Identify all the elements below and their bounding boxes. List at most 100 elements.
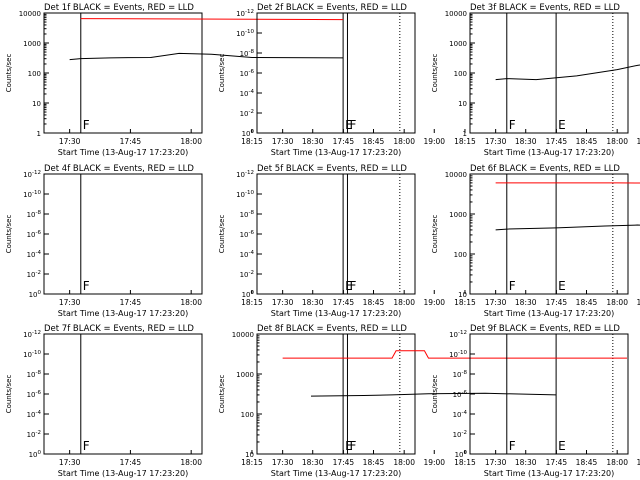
x-tick-label: 18:30 — [302, 458, 324, 467]
marker-label-F: F — [509, 279, 516, 293]
y-tick-label: 10-12 — [23, 330, 41, 339]
x-axis-label: Start Time (13-Aug-17 17:23:20) — [484, 148, 615, 157]
marker-label-E: E — [345, 118, 353, 132]
y-tick-label: 10-10 — [23, 350, 41, 359]
marker-label-F: F — [349, 439, 356, 453]
x-tick-label: 19:00 — [636, 458, 640, 467]
series-events-line — [310, 392, 557, 397]
marker-label-E: E — [558, 118, 566, 132]
x-tick-label: 18:00 — [393, 458, 415, 467]
y-axis-label: Counts/sec — [218, 215, 226, 254]
y-axis-label: Counts/sec — [5, 54, 13, 93]
marker-label-F: F — [509, 118, 516, 132]
y-tick-label: 1000 — [236, 371, 254, 379]
y-tick-label: 1000 — [449, 40, 467, 48]
marker-label-F: F — [349, 118, 356, 132]
series-events-line — [495, 64, 640, 81]
x-tick-label: 18:15 — [241, 137, 263, 146]
panel-title: Det 3f BLACK = Events, RED = LLD — [470, 3, 620, 13]
plot-frame — [469, 173, 629, 295]
x-tick-label: 18:00 — [606, 137, 628, 146]
x-tick-label: 18:00 — [606, 298, 628, 307]
x-tick-label: 19:00 — [423, 137, 445, 146]
x-tick-label: 17:45 — [120, 298, 142, 307]
x-tick-label: 17:45 — [333, 137, 355, 146]
y-tick-label: 10-12 — [449, 330, 467, 339]
y-tick-label: 10-6 — [240, 230, 255, 239]
x-tick-label: 18:45 — [576, 137, 598, 146]
x-tick-label: 18:15 — [241, 298, 263, 307]
x-tick-label: 18:30 — [515, 137, 537, 146]
panel-title: Det 6f BLACK = Events, RED = LLD — [470, 164, 620, 174]
y-tick-label: 10-4 — [240, 250, 255, 259]
y-axis-label: Counts/sec — [431, 54, 439, 93]
x-tick-label: 17:30 — [272, 458, 294, 467]
x-tick-label: 17:30 — [59, 458, 81, 467]
x-tick-label: 17:45 — [546, 298, 568, 307]
y-tick-label: 10-2 — [27, 270, 41, 279]
plot-frame — [256, 173, 416, 295]
panel-title: Det 8f BLACK = Events, RED = LLD — [257, 324, 407, 334]
panel-title: Det 7f BLACK = Events, RED = LLD — [44, 324, 194, 334]
y-axis-label: Counts/sec — [431, 215, 439, 254]
y-tick-label: 10 — [458, 291, 467, 299]
x-tick-label: 17:45 — [120, 458, 142, 467]
panel-det-3: Det 3f BLACK = Events, RED = LLD Counts/s… — [431, 3, 640, 157]
plot-frame — [469, 12, 629, 134]
x-tick-label: 19:00 — [636, 137, 640, 146]
y-tick-label: 10-10 — [236, 190, 254, 199]
panel-title: Det 4f BLACK = Events, RED = LLD — [44, 164, 194, 174]
y-tick-label: 10 — [458, 100, 467, 108]
x-tick-label: 17:45 — [120, 137, 142, 146]
y-tick-label: 10-2 — [453, 430, 467, 439]
panel-det-4: Det 4f BLACK = Events, RED = LLD Counts/s… — [5, 164, 445, 318]
plot-frame — [43, 12, 203, 134]
x-tick-label: 17:45 — [546, 458, 568, 467]
x-tick-label: 18:30 — [302, 137, 324, 146]
panel-det-6: Det 6f BLACK = Events, RED = LLD Counts/s… — [431, 164, 640, 318]
x-tick-label: 18:45 — [363, 298, 385, 307]
x-tick-label: 18:00 — [606, 458, 628, 467]
plot-frame — [43, 173, 203, 295]
panel-title: Det 1f BLACK = Events, RED = LLD — [44, 3, 194, 13]
panel-det-7: Det 7f BLACK = Events, RED = LLD Counts/s… — [5, 324, 445, 478]
y-tick-label: 10-2 — [27, 430, 41, 439]
y-tick-label: 10-12 — [23, 170, 41, 179]
y-tick-label: 1 — [37, 130, 41, 138]
x-tick-label: 18:30 — [515, 298, 537, 307]
series-events-line — [495, 224, 640, 231]
y-tick-label: 100 — [455, 450, 468, 459]
x-axis-label: Start Time (13-Aug-17 17:23:20) — [58, 309, 189, 318]
y-axis-label: Counts/sec — [218, 375, 226, 414]
x-tick-label: 18:15 — [454, 458, 476, 467]
x-tick-label: 17:30 — [272, 137, 294, 146]
x-tick-label: 18:00 — [180, 298, 202, 307]
y-tick-label: 10-6 — [27, 390, 42, 399]
y-tick-label: 10000 — [232, 331, 254, 339]
panel-title: Det 2f BLACK = Events, RED = LLD — [257, 3, 407, 13]
y-tick-label: 1000 — [449, 211, 467, 219]
x-tick-label: 17:30 — [272, 298, 294, 307]
y-tick-label: 10 — [245, 451, 254, 459]
y-tick-label: 100 — [242, 290, 255, 299]
x-tick-label: 18:15 — [454, 298, 476, 307]
y-tick-label: 100 — [454, 251, 467, 259]
marker-label-F: F — [349, 279, 356, 293]
y-tick-label: 10-2 — [240, 270, 254, 279]
y-tick-label: 10-10 — [449, 350, 467, 359]
y-tick-label: 10000 — [445, 171, 467, 179]
panel-det-9: Det 9f BLACK = Events, RED = LLD Counts/s… — [431, 324, 629, 478]
y-axis-label: Counts/sec — [218, 54, 226, 93]
marker-label-F: F — [509, 439, 516, 453]
marker-label-F: F — [83, 118, 90, 132]
x-axis-label: Start Time (13-Aug-17 17:23:20) — [271, 148, 402, 157]
y-axis-label: Counts/sec — [431, 375, 439, 414]
y-tick-label: 1 — [463, 130, 467, 138]
x-tick-label: 18:45 — [576, 458, 598, 467]
y-tick-label: 10 — [32, 100, 41, 108]
x-tick-label: 17:30 — [59, 137, 81, 146]
x-tick-label: 18:00 — [180, 458, 202, 467]
y-tick-label: 100 — [454, 70, 467, 78]
panel-title: Det 9f BLACK = Events, RED = LLD — [470, 324, 620, 334]
